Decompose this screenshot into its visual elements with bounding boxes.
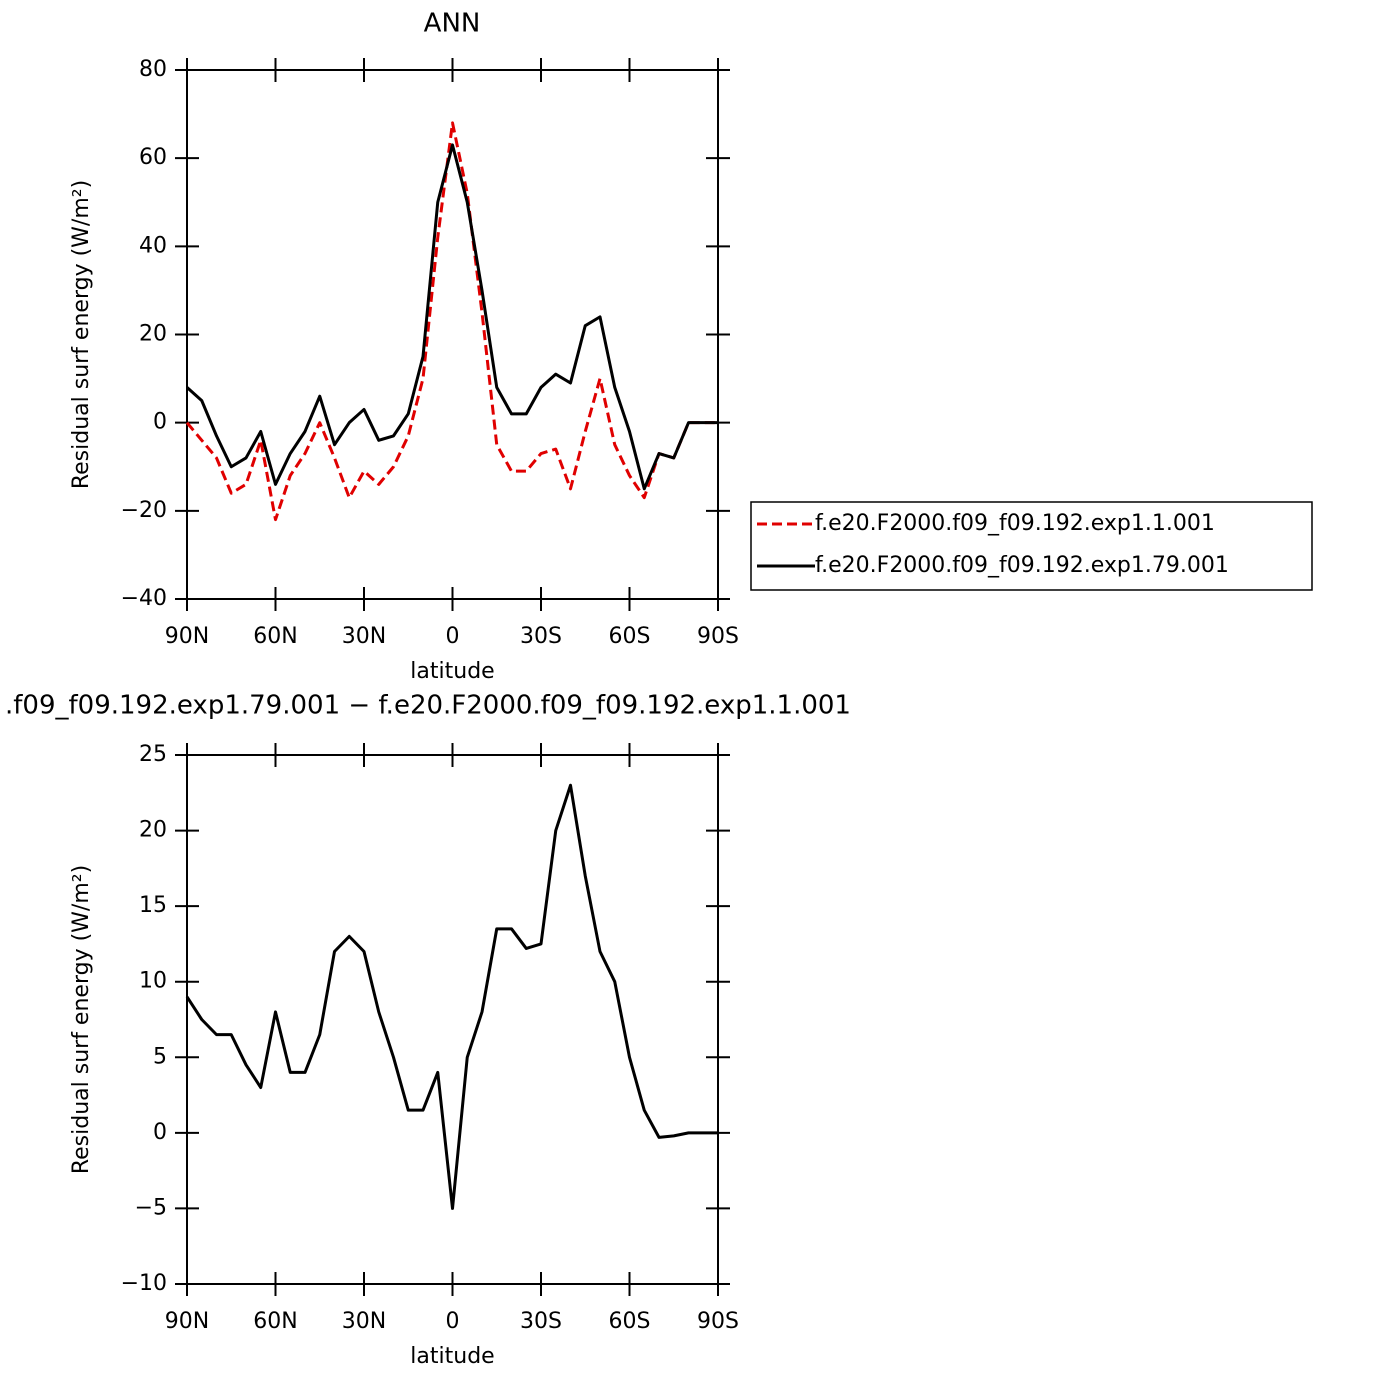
y-tick-label: 5: [153, 1044, 167, 1069]
x-tick-label: 90S: [697, 624, 739, 649]
x-tick-label: 90S: [697, 1309, 739, 1334]
x-axis-label: latitude: [410, 1344, 494, 1369]
y-axis-label: Residual surf energy (W/m²): [69, 865, 94, 1174]
y-tick-label: 0: [153, 1120, 167, 1145]
legend-box: [750, 501, 1313, 591]
y-tick-label: −20: [121, 498, 167, 523]
x-tick-label: 30N: [342, 624, 386, 649]
x-tick-label: 0: [446, 1309, 460, 1334]
y-axis-label: Residual surf energy (W/m²): [69, 180, 94, 489]
x-tick-label: 0: [446, 624, 460, 649]
x-tick-label: 30S: [520, 624, 562, 649]
y-tick-label: 60: [139, 145, 167, 170]
x-tick-label: 90N: [165, 624, 209, 649]
x-tick-label: 90N: [165, 1309, 209, 1334]
y-tick-label: 25: [139, 742, 167, 767]
x-tick-label: 30S: [520, 1309, 562, 1334]
x-tick-label: 60S: [609, 624, 651, 649]
legend-label: f.e20.F2000.f09_f09.192.exp1.79.001: [815, 553, 1229, 578]
y-tick-label: 10: [139, 969, 167, 994]
y-tick-label: 20: [139, 818, 167, 843]
y-tick-label: 80: [139, 57, 167, 82]
y-tick-label: −40: [121, 586, 167, 611]
y-tick-label: 15: [139, 893, 167, 918]
chart-title: .f09_f09.192.exp1.79.001 − f.e20.F2000.f…: [5, 691, 851, 721]
legend-label: f.e20.F2000.f09_f09.192.exp1.1.001: [815, 511, 1215, 536]
x-tick-label: 60S: [609, 1309, 651, 1334]
y-tick-label: 40: [139, 233, 167, 258]
series-line: [185, 143, 718, 491]
x-axis-label: latitude: [410, 659, 494, 684]
y-tick-label: −10: [121, 1271, 167, 1296]
series-line: [185, 121, 718, 522]
y-tick-label: 20: [139, 322, 167, 347]
series-line: [185, 783, 718, 1210]
chart-title: ANN: [424, 9, 481, 39]
x-tick-label: 30N: [342, 1309, 386, 1334]
x-tick-label: 60N: [253, 624, 297, 649]
x-tick-label: 60N: [253, 1309, 297, 1334]
y-tick-label: −5: [135, 1195, 167, 1220]
y-tick-label: 0: [153, 410, 167, 435]
